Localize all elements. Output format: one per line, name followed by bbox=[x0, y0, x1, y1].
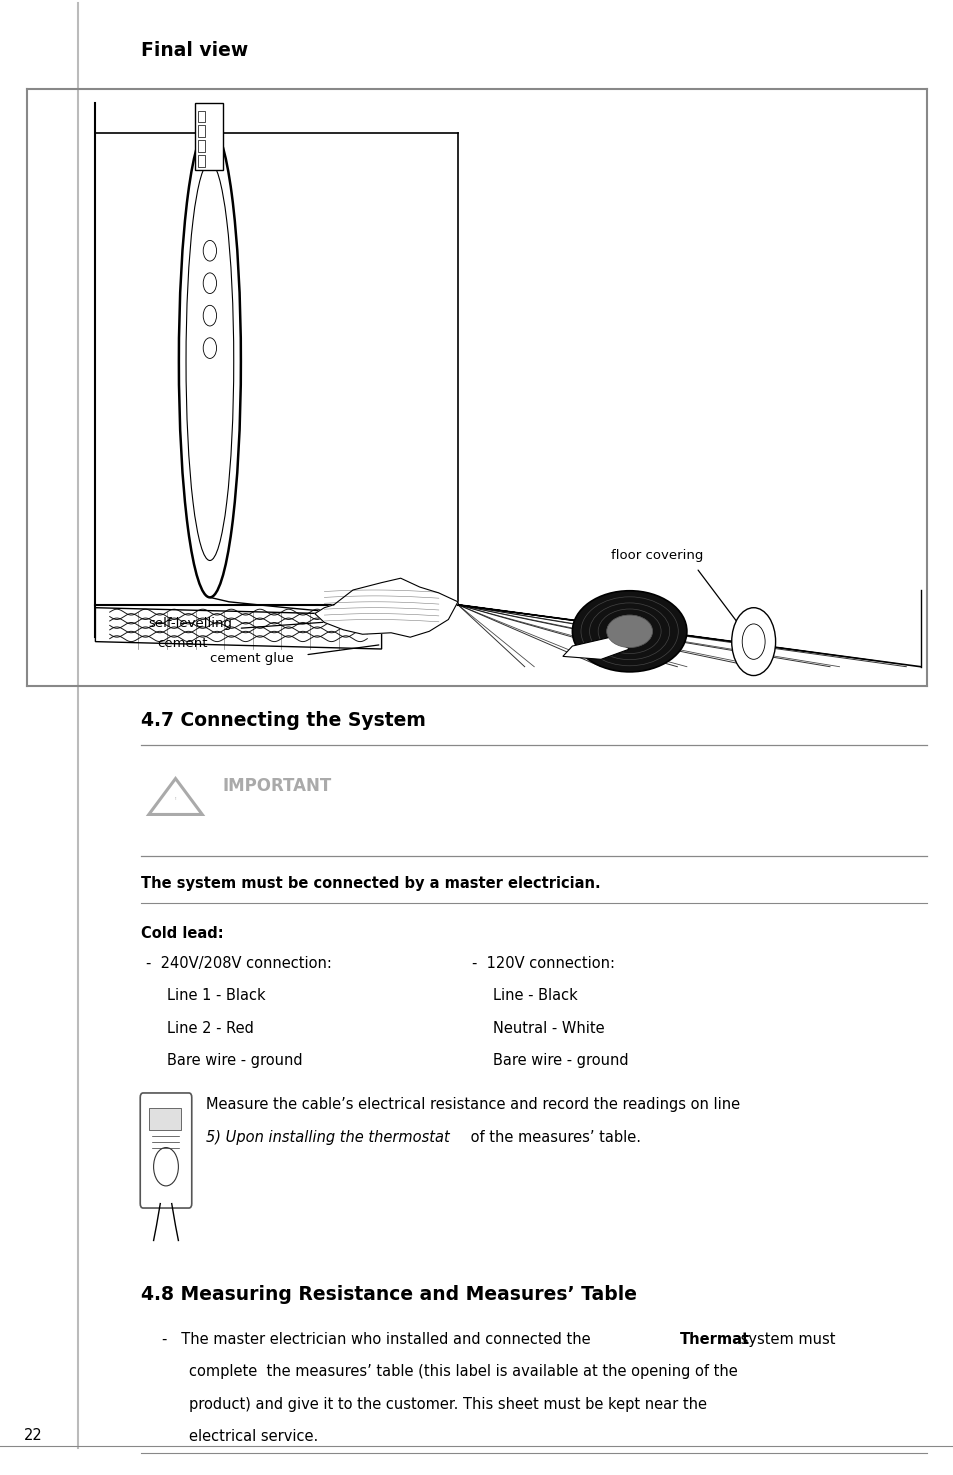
FancyBboxPatch shape bbox=[198, 155, 205, 167]
FancyBboxPatch shape bbox=[198, 125, 205, 137]
Text: 5) Upon installing the thermostat: 5) Upon installing the thermostat bbox=[206, 1130, 450, 1145]
Polygon shape bbox=[314, 578, 457, 637]
Text: floor covering: floor covering bbox=[610, 549, 702, 562]
Text: -  240V/208V connection:: - 240V/208V connection: bbox=[146, 956, 332, 971]
FancyBboxPatch shape bbox=[198, 111, 205, 122]
Text: Final view: Final view bbox=[141, 41, 248, 60]
Circle shape bbox=[203, 273, 216, 294]
Text: IMPORTANT: IMPORTANT bbox=[222, 777, 332, 795]
Circle shape bbox=[153, 1148, 178, 1186]
Ellipse shape bbox=[572, 590, 686, 673]
Text: cement: cement bbox=[157, 637, 208, 650]
Text: Bare wire - ground: Bare wire - ground bbox=[493, 1053, 628, 1068]
Text: cement glue: cement glue bbox=[210, 652, 294, 665]
FancyBboxPatch shape bbox=[140, 1093, 192, 1208]
Ellipse shape bbox=[178, 125, 240, 597]
Text: !: ! bbox=[174, 798, 176, 801]
Text: The system must be connected by a master electrician.: The system must be connected by a master… bbox=[141, 876, 600, 891]
Text: electrical service.: electrical service. bbox=[189, 1429, 317, 1444]
Text: Line 2 - Red: Line 2 - Red bbox=[167, 1021, 253, 1035]
FancyBboxPatch shape bbox=[194, 103, 223, 170]
Text: of the measures’ table.: of the measures’ table. bbox=[465, 1130, 639, 1145]
Text: 4.8 Measuring Resistance and Measures’ Table: 4.8 Measuring Resistance and Measures’ T… bbox=[141, 1285, 637, 1304]
Text: Neutral - White: Neutral - White bbox=[493, 1021, 604, 1035]
Circle shape bbox=[203, 305, 216, 326]
Text: complete  the measures’ table (this label is available at the opening of the: complete the measures’ table (this label… bbox=[189, 1364, 737, 1379]
Text: Measure the cable’s electrical resistance and record the readings on line: Measure the cable’s electrical resistanc… bbox=[206, 1097, 740, 1112]
Text: Thermat: Thermat bbox=[679, 1332, 750, 1347]
Text: Line - Black: Line - Black bbox=[493, 988, 578, 1003]
Ellipse shape bbox=[186, 162, 233, 560]
Text: 4.7 Connecting the System: 4.7 Connecting the System bbox=[141, 711, 426, 730]
Bar bbox=[27, 88, 926, 686]
Text: product) and give it to the customer. This sheet must be kept near the: product) and give it to the customer. Th… bbox=[189, 1397, 706, 1412]
Circle shape bbox=[741, 624, 764, 659]
Text: Cold lead:: Cold lead: bbox=[141, 926, 224, 941]
Ellipse shape bbox=[606, 615, 652, 648]
Circle shape bbox=[731, 608, 775, 676]
FancyBboxPatch shape bbox=[198, 140, 205, 152]
Text: 22: 22 bbox=[24, 1428, 43, 1443]
Circle shape bbox=[203, 240, 216, 261]
Text: -   The master electrician who installed and connected the: - The master electrician who installed a… bbox=[162, 1332, 595, 1347]
Text: system must: system must bbox=[736, 1332, 835, 1347]
Text: -  120V connection:: - 120V connection: bbox=[472, 956, 615, 971]
Text: Bare wire - ground: Bare wire - ground bbox=[167, 1053, 302, 1068]
FancyBboxPatch shape bbox=[149, 1108, 181, 1130]
Text: self-levelling: self-levelling bbox=[148, 617, 232, 630]
Polygon shape bbox=[562, 637, 629, 659]
Circle shape bbox=[203, 338, 216, 358]
Text: Line 1 - Black: Line 1 - Black bbox=[167, 988, 265, 1003]
